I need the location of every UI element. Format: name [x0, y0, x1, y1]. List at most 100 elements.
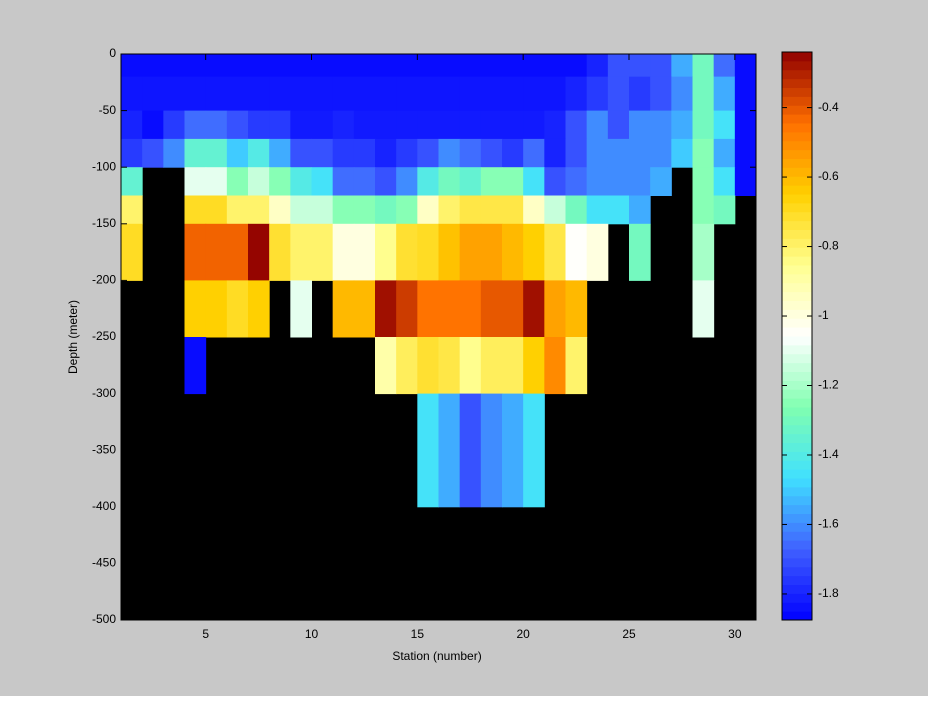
colorbar-swatch — [782, 300, 812, 310]
cell — [459, 223, 482, 281]
cell — [565, 195, 588, 225]
cell — [205, 76, 228, 112]
cell — [396, 223, 418, 281]
cell — [523, 337, 545, 395]
cell — [438, 167, 461, 196]
cell — [205, 138, 228, 168]
colorbar-swatch — [782, 265, 812, 275]
cell — [184, 280, 207, 338]
colorbar: -1.8 -1.6 -1.4 -1.2 -1 -0.8 -0.6 -0.4 — [781, 51, 839, 621]
colorbar-swatch — [782, 247, 812, 257]
cell — [607, 195, 630, 225]
y-tick-label: -300 — [92, 386, 116, 400]
cell — [734, 110, 757, 140]
cell — [480, 76, 503, 112]
cell — [671, 54, 693, 78]
colorbar-swatch — [782, 202, 812, 213]
cell — [353, 76, 376, 112]
cell — [226, 195, 249, 225]
cell — [353, 138, 376, 168]
cell — [713, 195, 736, 225]
colorbar-swatch — [782, 451, 812, 461]
cell — [248, 280, 270, 338]
cell — [671, 110, 693, 140]
cell — [586, 195, 609, 225]
cell — [375, 167, 397, 196]
cell — [417, 54, 439, 78]
cell — [184, 195, 207, 225]
colorbar-swatch — [782, 131, 812, 142]
cell — [205, 110, 228, 140]
cell — [290, 54, 312, 78]
cell — [671, 138, 693, 168]
cell — [353, 195, 376, 225]
cell — [121, 54, 143, 78]
cell — [163, 76, 185, 112]
cell — [607, 138, 630, 168]
y-tick-label: -150 — [92, 216, 116, 230]
colorbar-swatch — [782, 522, 812, 532]
colorbar-tick-label: -1.8 — [818, 586, 839, 600]
cell — [650, 76, 672, 112]
cell — [629, 54, 651, 78]
cell — [311, 54, 334, 78]
cell — [459, 337, 482, 395]
x-tick-label: 5 — [202, 627, 209, 641]
cell — [713, 138, 736, 168]
cell — [375, 138, 397, 168]
colorbar-swatch — [782, 291, 812, 301]
cell — [121, 110, 143, 140]
cell — [311, 110, 334, 140]
colorbar-swatch — [782, 442, 812, 452]
cell — [332, 167, 355, 196]
cell — [290, 195, 312, 225]
cell — [375, 76, 397, 112]
colorbar-swatch — [782, 273, 812, 284]
y-tick-label: -400 — [92, 499, 116, 513]
cell — [332, 54, 355, 78]
cell — [523, 195, 545, 225]
cell — [523, 76, 545, 112]
cell — [375, 110, 397, 140]
cell — [311, 195, 334, 225]
cell — [459, 280, 482, 338]
cell — [396, 337, 418, 395]
colorbar-swatch — [782, 371, 812, 381]
cell — [269, 167, 291, 196]
colorbar-tick-label: -1.4 — [818, 447, 839, 461]
cell — [502, 280, 524, 338]
cell — [544, 54, 566, 78]
cell — [226, 76, 249, 112]
cell — [692, 54, 715, 78]
cell — [438, 337, 461, 395]
colorbar-swatch — [782, 540, 812, 550]
cell — [248, 54, 270, 78]
cell — [184, 167, 207, 196]
cell — [269, 223, 291, 281]
cell — [121, 138, 143, 168]
cell — [502, 54, 524, 78]
colorbar-swatch — [782, 167, 812, 177]
colorbar-swatch — [782, 318, 812, 328]
cell — [184, 76, 207, 112]
cell — [565, 138, 588, 168]
cell — [544, 223, 566, 281]
cell — [417, 110, 439, 140]
colorbar-swatch — [782, 211, 812, 222]
cell — [205, 167, 228, 196]
colorbar-tick-label: -0.8 — [818, 239, 839, 253]
cell — [290, 223, 312, 281]
cell — [544, 195, 566, 225]
cell — [290, 110, 312, 140]
cell — [713, 110, 736, 140]
colorbar-swatch — [782, 114, 812, 124]
colorbar-swatch — [782, 327, 812, 337]
cell — [417, 167, 439, 196]
colorbar-swatch — [782, 229, 812, 239]
colorbar-swatch — [782, 486, 812, 497]
cell — [480, 280, 503, 338]
cell — [480, 138, 503, 168]
cell — [480, 223, 503, 281]
cells — [121, 54, 757, 508]
cell — [269, 54, 291, 78]
